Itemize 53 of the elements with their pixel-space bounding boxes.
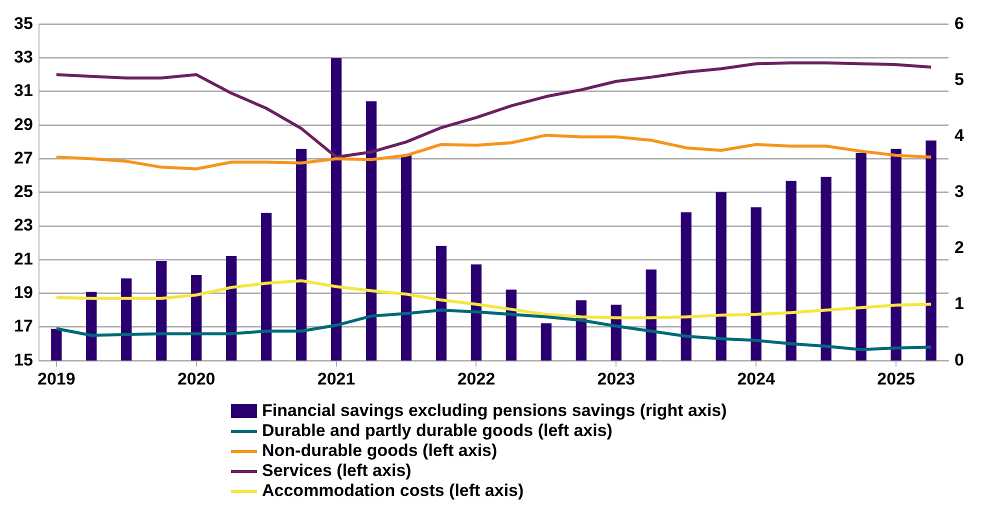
bar xyxy=(260,212,272,361)
legend-label: Financial savings excluding pensions savings (right axis) xyxy=(262,401,727,421)
bar xyxy=(400,155,412,361)
y-tick-label: 19 xyxy=(14,283,33,302)
y-tick-label: 27 xyxy=(14,148,33,168)
x-tick-label: 2020 xyxy=(177,369,216,388)
bar xyxy=(646,269,656,361)
bar xyxy=(191,275,202,361)
bar xyxy=(470,264,482,361)
x-tick-label: 2022 xyxy=(457,369,496,388)
legend-label: Services (left axis) xyxy=(262,461,412,481)
x-tick-label: 2025 xyxy=(877,369,915,388)
x-tick-label: 2024 xyxy=(737,369,776,388)
y2-tick-label: 0 xyxy=(954,350,964,370)
y2-tick-label: 3 xyxy=(954,182,964,202)
bar xyxy=(51,328,62,361)
bar xyxy=(926,140,936,361)
y2-tick-label: 2 xyxy=(954,238,964,258)
x-tick-label: 2021 xyxy=(317,369,356,388)
bar xyxy=(436,246,447,361)
bar xyxy=(856,152,866,361)
bar xyxy=(156,261,167,361)
bar xyxy=(680,212,692,361)
y-tick-label: 21 xyxy=(14,249,33,268)
legend-label: Non-durable goods (left axis) xyxy=(262,441,498,461)
bar xyxy=(820,176,832,361)
bar xyxy=(226,256,237,361)
y-tick-label: 29 xyxy=(14,114,33,134)
bar xyxy=(540,323,552,361)
y-tick-label: 25 xyxy=(14,182,33,202)
bar xyxy=(750,207,762,361)
bar xyxy=(786,180,796,361)
bar xyxy=(890,148,902,361)
y-tick-label: 17 xyxy=(14,316,33,336)
bar xyxy=(506,290,517,361)
legend-label: Accommodation costs (left axis) xyxy=(262,481,524,501)
y-tick-label: 31 xyxy=(14,81,33,100)
bar xyxy=(366,101,377,361)
x-tick-label: 2019 xyxy=(37,369,76,388)
bar xyxy=(296,148,307,361)
y-tick-label: 35 xyxy=(14,14,33,33)
y-tick-label: 33 xyxy=(14,48,33,67)
bar xyxy=(716,192,726,361)
y-tick-label: 23 xyxy=(14,216,33,235)
y-tick-label: 15 xyxy=(14,350,33,370)
y2-tick-label: 1 xyxy=(954,294,964,314)
y2-tick-label: 6 xyxy=(954,14,964,33)
x-tick-label: 2023 xyxy=(597,369,636,388)
y2-tick-label: 4 xyxy=(954,126,965,146)
y2-tick-label: 5 xyxy=(954,70,964,89)
legend-label: Durable and partly durable goods (left axis) xyxy=(262,421,612,441)
bar xyxy=(330,58,342,361)
bar xyxy=(121,278,132,361)
